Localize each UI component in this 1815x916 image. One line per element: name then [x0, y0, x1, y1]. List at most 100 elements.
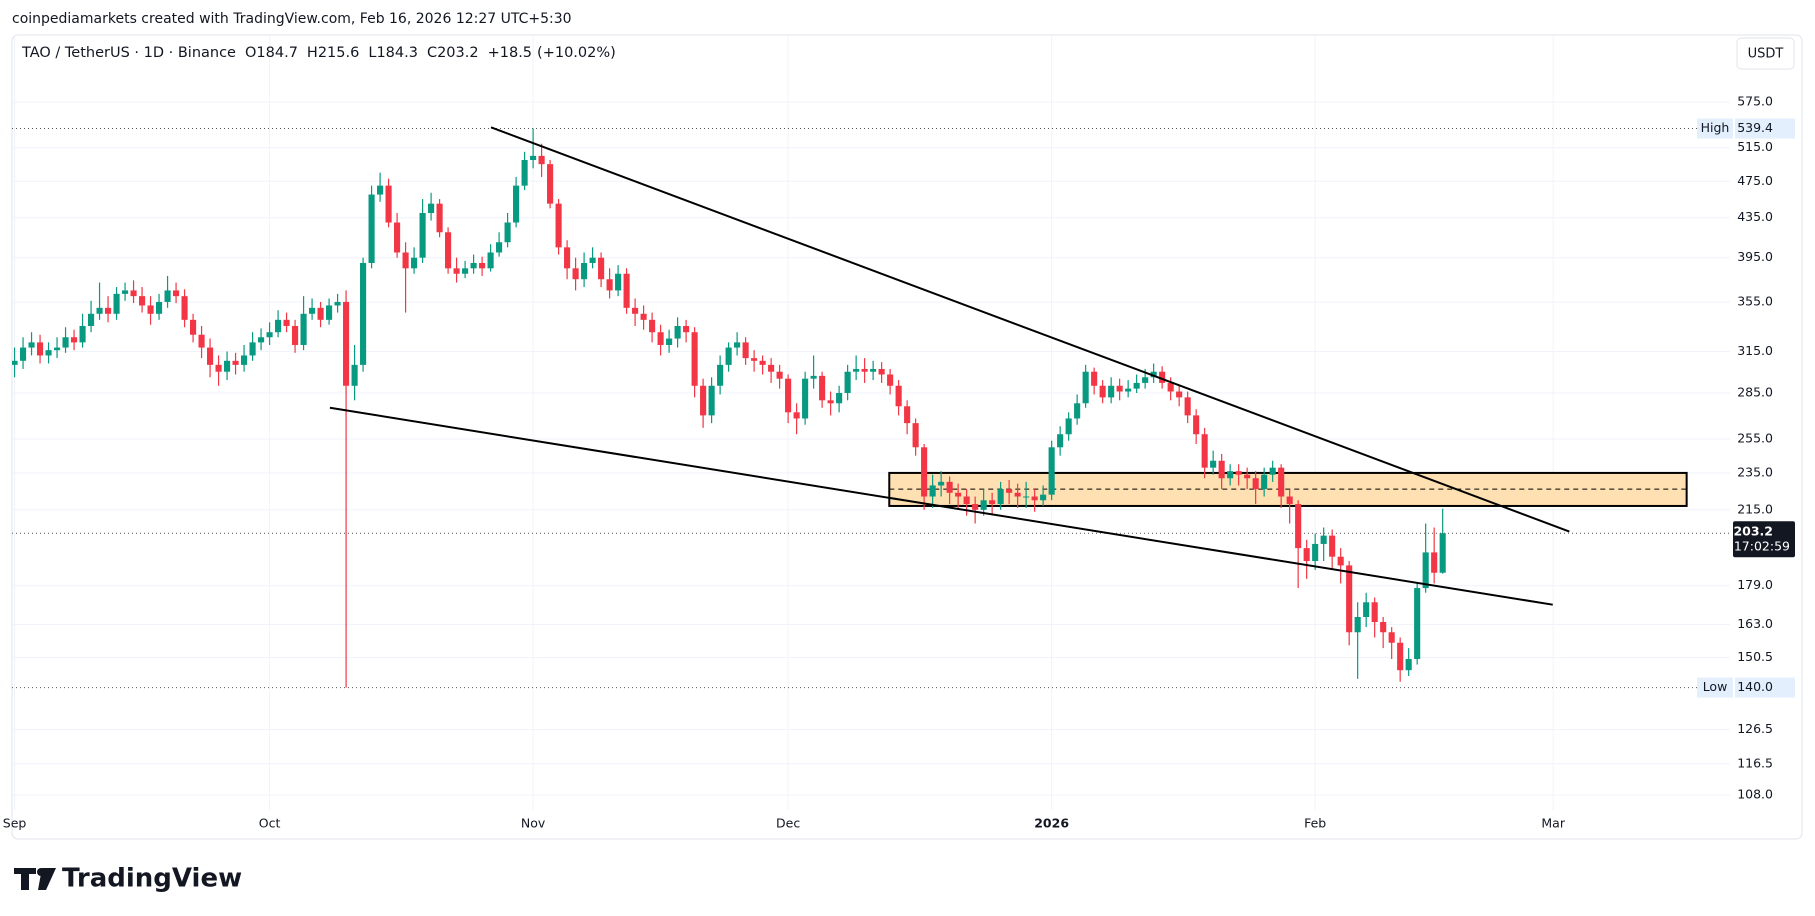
candle-body	[496, 242, 503, 253]
candle-body	[1431, 552, 1438, 573]
candle-body	[317, 307, 324, 320]
candle-body	[989, 500, 996, 505]
candle-body	[326, 305, 333, 320]
candle-body	[241, 355, 248, 365]
candle-body	[734, 342, 741, 348]
ohlc-value: 184.3	[376, 45, 418, 61]
candle-body	[615, 273, 622, 291]
candle-body	[1159, 371, 1166, 383]
x-tick-label: 2026	[1034, 816, 1069, 831]
candle-body	[759, 360, 766, 365]
candle-body	[28, 342, 35, 348]
y-tick-label: 475.0	[1737, 173, 1773, 188]
candle-body	[292, 325, 299, 345]
candle-body	[1006, 489, 1013, 493]
candle-body	[1286, 496, 1293, 505]
candle-body	[1218, 460, 1225, 479]
candle-body	[640, 313, 647, 320]
candle-body	[1082, 371, 1089, 404]
candle-body	[666, 338, 673, 345]
candle-body	[700, 385, 707, 416]
candle-body	[980, 500, 987, 510]
change-pct: (+10.02%)	[537, 45, 616, 61]
y-tick-label: 179.0	[1737, 577, 1773, 592]
candle-body	[300, 313, 307, 345]
candle-body	[785, 378, 792, 413]
candle-body	[1380, 622, 1387, 633]
candle-body	[623, 273, 630, 308]
candle-body	[742, 342, 749, 359]
candle-body	[53, 347, 61, 351]
candle-body	[12, 360, 18, 365]
candle-body	[1422, 552, 1429, 589]
candle-body	[827, 400, 834, 404]
candle-body	[87, 313, 95, 326]
candle-body	[870, 368, 877, 372]
candle-body	[1278, 467, 1285, 497]
candle-body	[215, 364, 222, 372]
y-tick-label: 108.0	[1737, 787, 1773, 802]
candle-body	[547, 164, 554, 204]
candle-body	[79, 325, 86, 343]
candle-body	[1184, 397, 1191, 416]
candle-body	[598, 257, 605, 280]
candle-body	[810, 375, 817, 379]
candle-body	[1099, 385, 1106, 398]
currency-button[interactable]	[1736, 37, 1795, 70]
candle-body	[19, 347, 27, 361]
candle-body	[164, 290, 171, 302]
candle-body	[1371, 602, 1378, 623]
candle-body	[972, 504, 979, 510]
candle-body	[895, 385, 902, 407]
candle-body	[1295, 504, 1302, 549]
candle-body	[1252, 478, 1259, 490]
candle-body	[258, 337, 265, 343]
candle-body	[802, 378, 809, 419]
candle-body	[725, 347, 732, 365]
logo-dot	[37, 868, 45, 876]
candle-body	[156, 301, 163, 314]
candle-body	[538, 155, 545, 165]
candle-body	[1150, 371, 1157, 378]
ohlc-label: H	[307, 45, 318, 61]
chart-frame	[11, 34, 1803, 840]
candle-body	[275, 319, 282, 333]
y-tick-label: 150.5	[1737, 649, 1773, 664]
candle-body	[198, 334, 205, 348]
candle-body	[513, 185, 520, 223]
candle-body	[1261, 474, 1268, 490]
candle-body	[555, 203, 562, 248]
y-tick-label: 126.5	[1737, 721, 1773, 736]
candle-body	[589, 257, 596, 263]
logo-text: TradingView	[62, 864, 242, 894]
candle-body	[632, 307, 639, 314]
countdown: 17:02:59	[1734, 539, 1790, 554]
candle-body	[887, 374, 894, 386]
price-tag: 203.2	[1733, 524, 1773, 539]
candle-body	[904, 406, 911, 424]
trendline	[329, 406, 1553, 606]
candle-body	[147, 305, 154, 314]
y-tick-label: 515.0	[1737, 139, 1773, 154]
candle-body	[844, 371, 851, 393]
candle-body	[1244, 474, 1251, 479]
candle-body	[649, 319, 656, 333]
low-value-bg	[1735, 677, 1795, 698]
y-tick-label: 215.0	[1737, 501, 1773, 516]
x-tick-label: Sep	[3, 816, 27, 831]
candle-body	[853, 368, 860, 372]
symbol-legend: TAO / TetherUS · 1D · Binance O184.7 H215.…	[21, 45, 616, 61]
candle-body	[190, 319, 197, 335]
candle-body	[207, 347, 214, 365]
x-tick-label: Dec	[776, 816, 800, 831]
y-tick-label: 395.0	[1737, 249, 1773, 264]
price-tag-bg	[1733, 521, 1795, 558]
currency-label[interactable]: USDT	[1748, 47, 1784, 62]
candle-body	[1048, 447, 1055, 495]
candle-body	[104, 307, 112, 314]
trendline	[490, 126, 1570, 533]
high-value: 539.4	[1737, 120, 1773, 135]
candle-body	[1014, 492, 1021, 497]
candle-body	[929, 485, 936, 497]
candle-body	[45, 350, 52, 356]
